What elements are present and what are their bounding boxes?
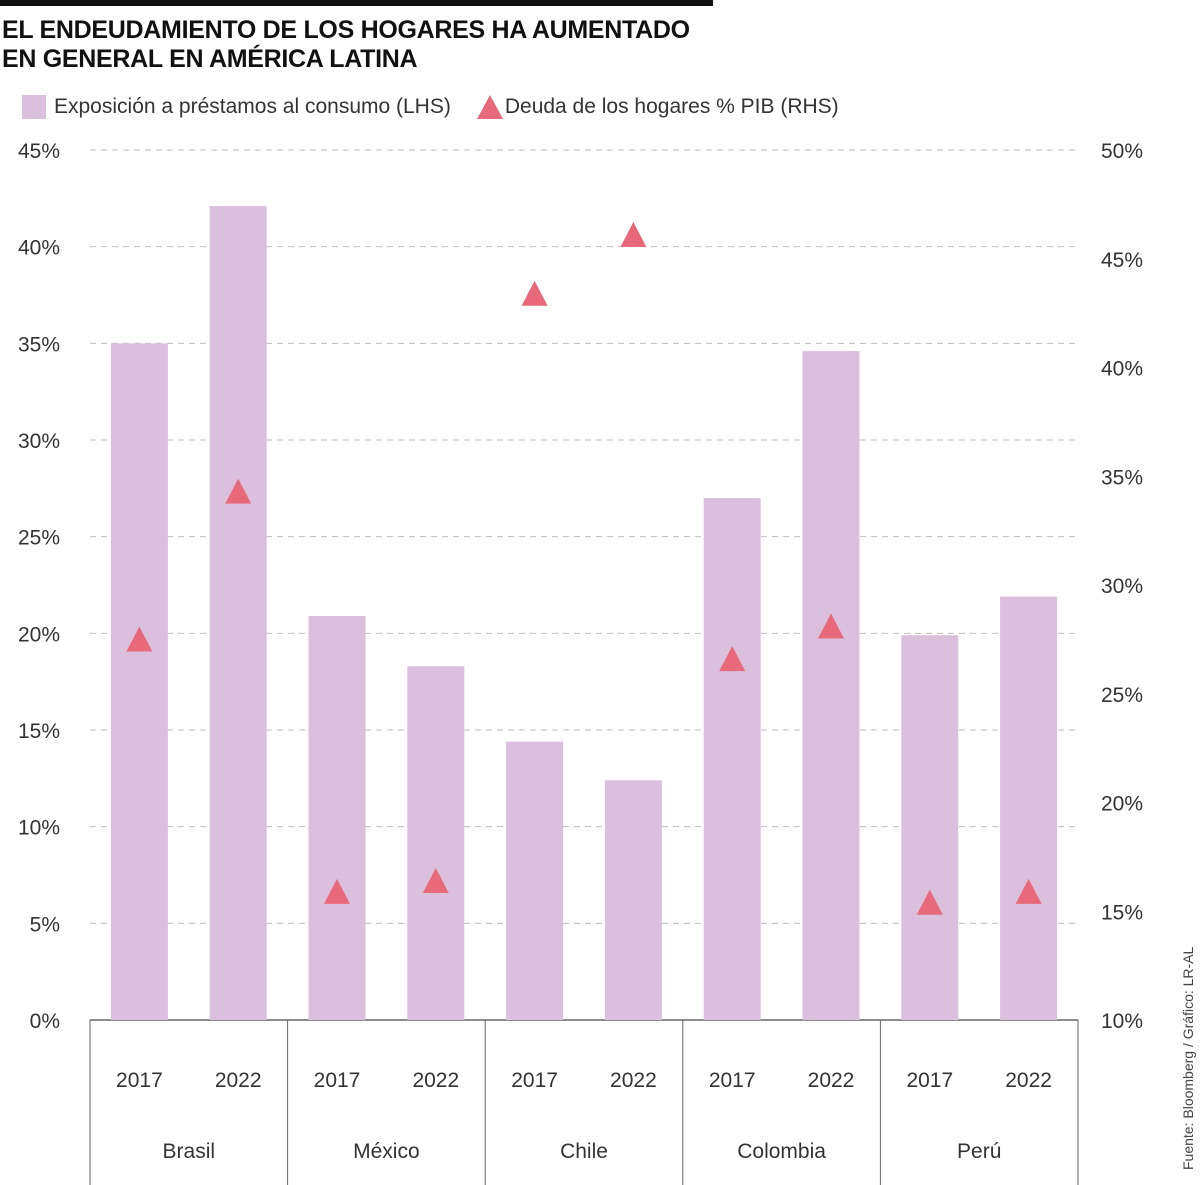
marker-colombia-2017: [719, 646, 746, 672]
chart-legend: Exposición a préstamos al consumo (LHS) …: [22, 91, 865, 123]
source-note: Fuente: Bloomberg / Gráfico: LR-AL: [1180, 946, 1196, 1170]
right-tick-label: 15%: [1101, 901, 1143, 924]
legend-marker-label: Deuda de los hogares % PIB (RHS): [504, 95, 839, 118]
marker-brasil-2017: [126, 626, 153, 652]
marker-méxico-2017: [324, 878, 350, 904]
year-label: 2022: [215, 1069, 262, 1092]
legend-triangle-icon: [476, 95, 503, 119]
right-tick-label: 45%: [1101, 249, 1143, 272]
year-label: 2022: [1005, 1069, 1052, 1092]
right-tick-label: 30%: [1101, 575, 1143, 598]
bar-chile-2022: [604, 780, 662, 1020]
group-label: México: [353, 1140, 420, 1163]
group-label: Chile: [560, 1140, 608, 1163]
bar-colombia-2017: [703, 498, 761, 1020]
right-tick-label: 10%: [1101, 1010, 1143, 1033]
chart-title-line-2: EN GENERAL EN AMÉRICA LATINA: [2, 45, 418, 73]
year-label: 2017: [314, 1069, 361, 1092]
bar-méxico-2017: [308, 615, 366, 1020]
left-tick-label: 10%: [18, 817, 60, 840]
right-tick-label: 25%: [1101, 684, 1143, 707]
legend-item-bars: Exposición a préstamos al consumo (LHS): [22, 95, 451, 119]
bar-brasil-2022: [209, 206, 267, 1021]
marker-méxico-2022: [422, 867, 449, 893]
bar-brasil-2017: [110, 343, 168, 1020]
bar-méxico-2022: [407, 666, 465, 1020]
bar-perú-2017: [901, 635, 959, 1020]
year-label: 2017: [116, 1069, 163, 1092]
right-tick-label: 35%: [1101, 466, 1143, 489]
right-tick-label: 20%: [1101, 793, 1143, 816]
marker-brasil-2022: [225, 478, 252, 504]
left-tick-label: 0%: [30, 1010, 60, 1033]
group-label: Colombia: [737, 1140, 826, 1163]
year-label: 2017: [511, 1069, 558, 1092]
legend-item-markers: Deuda de los hogares % PIB (RHS): [476, 95, 839, 119]
marker-perú-2017: [916, 889, 943, 915]
left-tick-label: 5%: [30, 913, 60, 936]
group-label: Perú: [957, 1140, 1001, 1163]
year-label: 2022: [610, 1069, 657, 1092]
marker-chile-2017: [521, 280, 548, 306]
year-label: 2017: [906, 1069, 953, 1092]
year-label: 2022: [412, 1069, 459, 1092]
bar-chile-2017: [506, 741, 564, 1020]
marker-perú-2022: [1015, 878, 1042, 904]
right-tick-label: 50%: [1101, 140, 1143, 163]
right-tick-label: 40%: [1101, 358, 1143, 381]
left-tick-label: 45%: [18, 140, 60, 163]
left-tick-label: 40%: [18, 237, 60, 260]
chart-title-line-1: EL ENDEUDAMIENTO DE LOS HOGARES HA AUMEN…: [2, 16, 690, 44]
legend-bar-label: Exposición a préstamos al consumo (LHS): [54, 95, 451, 118]
left-tick-label: 25%: [18, 527, 60, 550]
legend-bar-swatch: [22, 95, 46, 119]
chart-title: EL ENDEUDAMIENTO DE LOS HOGARES HA AUMEN…: [2, 16, 762, 74]
bar-colombia-2022: [802, 351, 860, 1021]
bar-perú-2022: [1000, 596, 1058, 1020]
title-rule: [0, 0, 713, 6]
marker-colombia-2022: [818, 613, 844, 639]
left-tick-label: 35%: [18, 333, 60, 356]
year-label: 2022: [808, 1069, 855, 1092]
left-tick-label: 15%: [18, 720, 60, 743]
group-label: Brasil: [163, 1140, 216, 1163]
year-label: 2017: [709, 1069, 756, 1092]
left-tick-label: 20%: [18, 623, 60, 646]
marker-chile-2022: [620, 222, 647, 247]
left-tick-label: 30%: [18, 430, 60, 453]
